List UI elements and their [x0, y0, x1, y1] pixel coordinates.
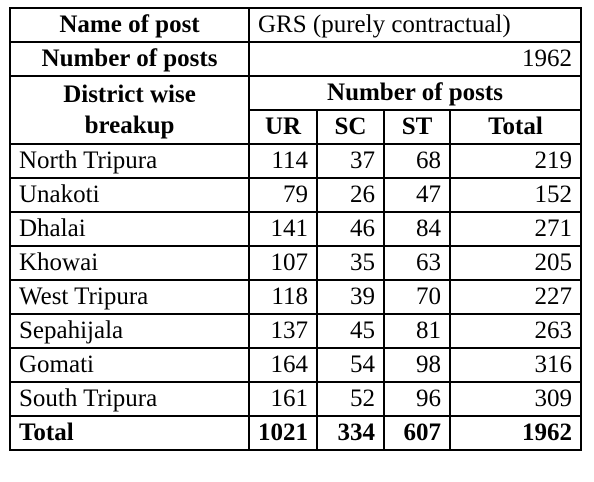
- totals-total: 1962: [449, 415, 582, 451]
- number-of-posts-row: Number of posts 1962: [9, 41, 582, 77]
- total-value: 205: [449, 245, 582, 281]
- name-of-post-row: Name of post GRS (purely contractual): [9, 7, 582, 43]
- sc-value: 46: [316, 211, 385, 247]
- district-header-line2: breakup: [84, 112, 175, 139]
- table-row: Unakoti 79 26 47 152: [9, 177, 582, 213]
- ur-value: 107: [248, 245, 318, 281]
- sc-value: 26: [316, 177, 385, 213]
- st-value: 70: [383, 279, 451, 315]
- district-name: South Tripura: [9, 381, 250, 417]
- ur-value: 79: [248, 177, 318, 213]
- name-of-post-label: Name of post: [9, 7, 250, 43]
- table-row: Dhalai 141 46 84 271: [9, 211, 582, 247]
- ur-value: 137: [248, 313, 318, 349]
- col-header-sc: SC: [316, 109, 385, 145]
- totals-label: Total: [9, 415, 250, 451]
- st-value: 63: [383, 245, 451, 281]
- ur-value: 114: [248, 143, 318, 179]
- posts-table: Name of post GRS (purely contractual) Nu…: [9, 7, 582, 451]
- sc-value: 37: [316, 143, 385, 179]
- totals-ur: 1021: [248, 415, 318, 451]
- table-row: South Tripura 161 52 96 309: [9, 381, 582, 417]
- ur-value: 164: [248, 347, 318, 383]
- total-value: 309: [449, 381, 582, 417]
- ur-value: 141: [248, 211, 318, 247]
- total-value: 152: [449, 177, 582, 213]
- st-value: 68: [383, 143, 451, 179]
- group-header-row: District wise breakup Number of posts: [9, 75, 582, 145]
- district-name: Sepahijala: [9, 313, 250, 349]
- table-row: North Tripura 114 37 68 219: [9, 143, 582, 179]
- ur-value: 161: [248, 381, 318, 417]
- st-value: 96: [383, 381, 451, 417]
- ur-value: 118: [248, 279, 318, 315]
- totals-sc: 334: [316, 415, 385, 451]
- st-value: 98: [383, 347, 451, 383]
- total-value: 219: [449, 143, 582, 179]
- sc-value: 45: [316, 313, 385, 349]
- district-name: Unakoti: [9, 177, 250, 213]
- col-header-st: ST: [383, 109, 451, 145]
- sc-value: 54: [316, 347, 385, 383]
- sc-value: 35: [316, 245, 385, 281]
- district-header-line1: District wise: [63, 81, 196, 108]
- district-name: Gomati: [9, 347, 250, 383]
- district-name: West Tripura: [9, 279, 250, 315]
- district-name: Khowai: [9, 245, 250, 281]
- table-row: Gomati 164 54 98 316: [9, 347, 582, 383]
- name-of-post-value: GRS (purely contractual): [248, 7, 582, 43]
- number-of-posts-group-header: Number of posts: [248, 75, 582, 111]
- column-header-row: UR SC ST Total: [10, 109, 582, 145]
- sc-value: 39: [316, 279, 385, 315]
- district-name: North Tripura: [9, 143, 250, 179]
- total-value: 227: [449, 279, 582, 315]
- total-value: 271: [449, 211, 582, 247]
- district-name: Dhalai: [9, 211, 250, 247]
- district-wise-breakup-header: District wise breakup: [9, 75, 250, 145]
- st-value: 81: [383, 313, 451, 349]
- totals-st: 607: [383, 415, 451, 451]
- table-row: West Tripura 118 39 70 227: [9, 279, 582, 315]
- col-header-ur: UR: [248, 109, 318, 145]
- sc-value: 52: [316, 381, 385, 417]
- table-row: Khowai 107 35 63 205: [9, 245, 582, 281]
- st-value: 47: [383, 177, 451, 213]
- col-header-total: Total: [449, 109, 582, 145]
- total-value: 263: [449, 313, 582, 349]
- st-value: 84: [383, 211, 451, 247]
- totals-row: Total 1021 334 607 1962: [9, 415, 582, 451]
- table-row: Sepahijala 137 45 81 263: [9, 313, 582, 349]
- total-value: 316: [449, 347, 582, 383]
- number-of-posts-label: Number of posts: [9, 41, 250, 77]
- number-of-posts-value: 1962: [248, 41, 582, 77]
